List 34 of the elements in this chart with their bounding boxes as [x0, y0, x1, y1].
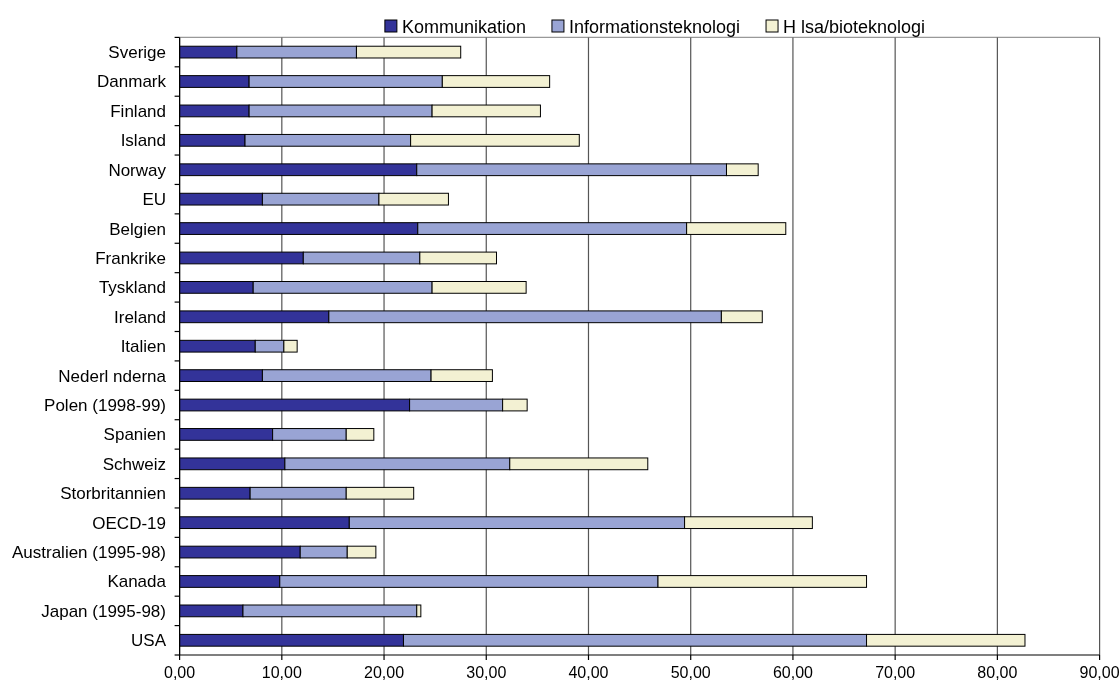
y-tick-label: Ireland	[114, 307, 166, 327]
y-tick-label: Polen (1998-99)	[44, 395, 166, 415]
y-tick-label: OECD-19	[92, 513, 166, 533]
x-tick-label: 60,00	[772, 663, 814, 681]
legend-label: H lsa/bioteknologi	[783, 17, 926, 38]
y-tick-label: Sverige	[108, 43, 166, 63]
y-tick-label: Island	[120, 131, 166, 151]
legend-label: Kommunikation	[401, 17, 526, 38]
y-tick-label: Nederl nderna	[58, 366, 167, 386]
y-tick-label: Australien (1995-98)	[11, 543, 166, 563]
y-tick-label: Belgien	[109, 219, 166, 239]
y-tick-label: Frankrike	[95, 248, 166, 268]
y-tick-label: USA	[131, 631, 167, 651]
x-tick-label: 80,00	[977, 663, 1018, 681]
y-tick-label: Kanada	[107, 572, 167, 592]
x-tick-label: 90,00	[1079, 663, 1119, 681]
y-tick-label: Finland	[110, 101, 166, 121]
y-tick-label: Japan (1995-98)	[41, 601, 166, 621]
y-tick-label: Spanien	[103, 425, 166, 445]
y-tick-label: Tyskland	[98, 278, 166, 298]
x-tick-label: 10,00	[261, 663, 302, 681]
y-tick-label: Storbritannien	[60, 484, 166, 504]
y-tick-label: Danmark	[97, 72, 167, 92]
y-tick-label: Norway	[108, 160, 167, 180]
legend-label: Informationsteknologi	[568, 17, 741, 38]
x-tick-label: 0,00	[164, 663, 196, 681]
x-tick-label: 50,00	[670, 663, 711, 681]
x-tick-label: 40,00	[568, 663, 609, 681]
x-tick-label: 70,00	[875, 663, 916, 681]
y-tick-label: Schweiz	[102, 454, 166, 474]
y-tick-label: Italien	[120, 337, 166, 357]
x-tick-label: 30,00	[466, 663, 507, 681]
y-tick-label: EU	[142, 190, 166, 210]
x-tick-label: 20,00	[364, 663, 405, 681]
